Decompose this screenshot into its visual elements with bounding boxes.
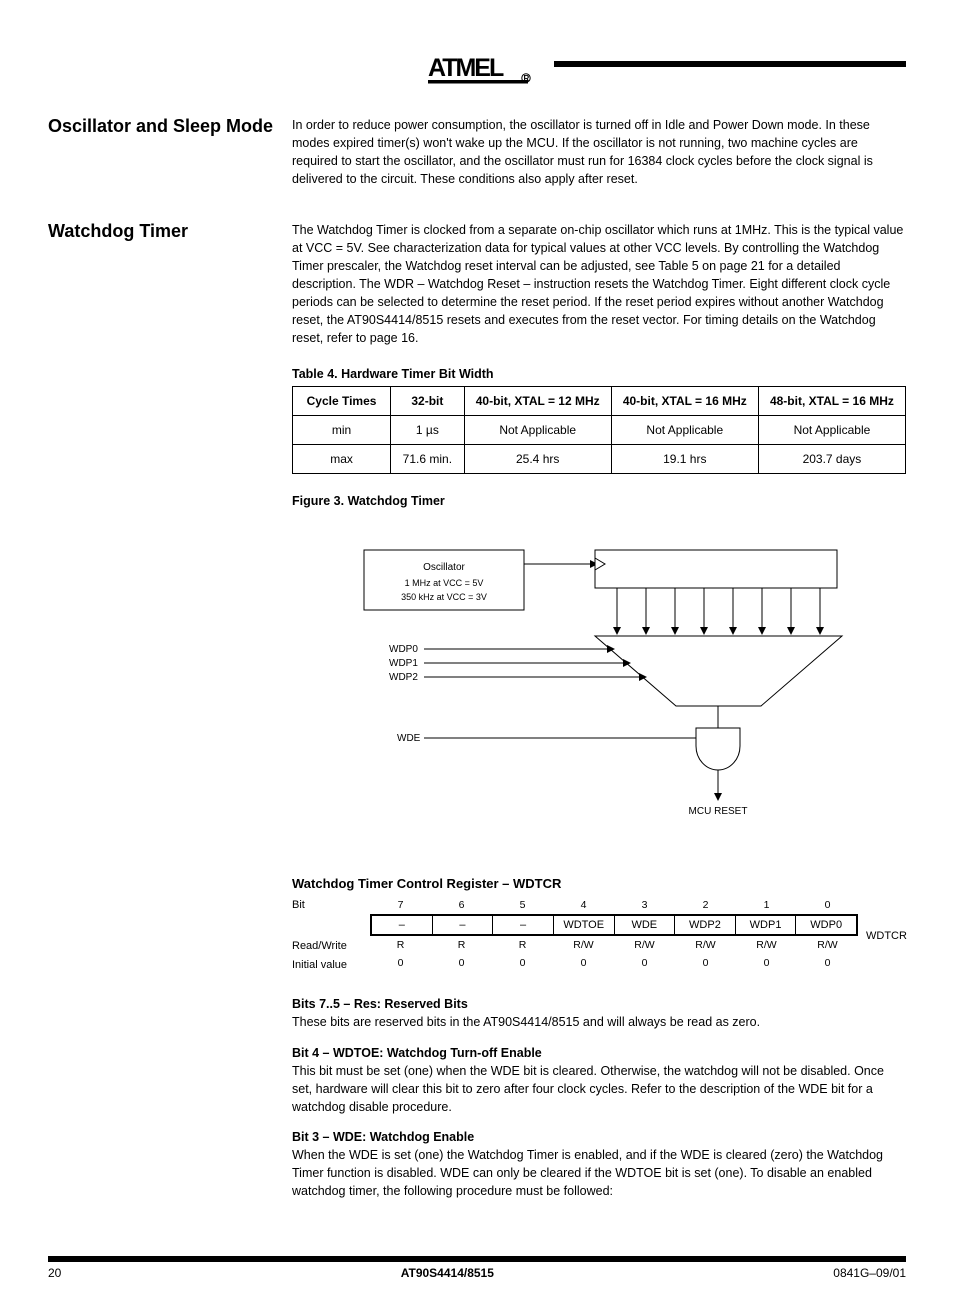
bitfield-2-text: When the WDE is set (one) the Watchdog T… xyxy=(292,1146,906,1200)
heading-oscillator-sleep: Oscillator and Sleep Mode xyxy=(48,116,284,137)
footer-rev: 0841G–09/01 xyxy=(833,1266,906,1280)
footer: 20 AT90S4414/8515 0841G–09/01 xyxy=(48,1256,906,1302)
para-watchdog: The Watchdog Timer is clocked from a sep… xyxy=(292,221,906,348)
table4-h1: 32-bit xyxy=(391,387,465,416)
table4-h4: 48-bit, XTAL = 16 MHz xyxy=(758,387,905,416)
bitfield-0-title: Bits 7..5 – Res: Reserved Bits xyxy=(292,997,906,1011)
table4-h0: Cycle Times xyxy=(293,387,391,416)
svg-text:WDP1: WDP1 xyxy=(389,658,418,669)
wdtcr-name: WDTCR xyxy=(858,930,906,942)
bitfield-0-text: These bits are reserved bits in the AT90… xyxy=(292,1013,906,1031)
bitfield-1-text: This bit must be set (one) when the WDE … xyxy=(292,1062,906,1116)
footer-title: AT90S4414/8515 xyxy=(401,1266,494,1280)
svg-text:MCU RESET: MCU RESET xyxy=(689,806,748,817)
section-oscillator-sleep: Oscillator and Sleep Mode In order to re… xyxy=(48,116,906,195)
svg-text:WDP2: WDP2 xyxy=(389,672,418,683)
wdtcr-caption: Watchdog Timer Control Register – WDTCR xyxy=(292,876,906,891)
label-iv: Initial value xyxy=(292,956,370,975)
label-rw: Read/Write xyxy=(292,937,370,956)
heading-watchdog: Watchdog Timer xyxy=(48,221,284,242)
footer-page: 20 xyxy=(48,1266,61,1280)
svg-text:Oscillator: Oscillator xyxy=(423,562,465,573)
table4: Cycle Times 32-bit 40-bit, XTAL = 12 MHz… xyxy=(292,386,906,474)
section-watchdog: Watchdog Timer The Watchdog Timer is clo… xyxy=(48,221,906,1215)
wdtcr-register: Bit Read/Write Initial value 7 6 5 4 3 2… xyxy=(292,896,906,975)
svg-text:1 MHz at VCC = 5V: 1 MHz at VCC = 5V xyxy=(405,578,484,588)
bitfield-2-title: Bit 3 – WDE: Watchdog Enable xyxy=(292,1130,906,1144)
header-bar: ATMEL R xyxy=(48,42,906,92)
figure3: Oscillator 1 MHz at VCC = 5V 350 kHz at … xyxy=(292,546,906,856)
table4-row1: max 71.6 min. 25.4 hrs 19.1 hrs 203.7 da… xyxy=(293,445,906,474)
table4-h2: 40-bit, XTAL = 12 MHz xyxy=(464,387,611,416)
label-bit: Bit xyxy=(292,896,370,915)
svg-text:ATMEL: ATMEL xyxy=(428,54,504,82)
atmel-logo: ATMEL R xyxy=(428,42,540,88)
table4-caption: Table 4. Hardware Timer Bit Width xyxy=(292,367,906,381)
table4-row0: min 1 µs Not Applicable Not Applicable N… xyxy=(293,416,906,445)
bitfield-1-title: Bit 4 – WDTOE: Watchdog Turn-off Enable xyxy=(292,1046,906,1060)
svg-text:350 kHz at VCC = 3V: 350 kHz at VCC = 3V xyxy=(401,592,487,602)
para-osc-sleep: In order to reduce power consumption, th… xyxy=(292,116,906,189)
figure3-caption: Figure 3. Watchdog Timer xyxy=(292,494,906,508)
table4-h3: 40-bit, XTAL = 16 MHz xyxy=(611,387,758,416)
svg-text:WDE: WDE xyxy=(397,733,421,744)
svg-text:WDP0: WDP0 xyxy=(389,644,418,655)
